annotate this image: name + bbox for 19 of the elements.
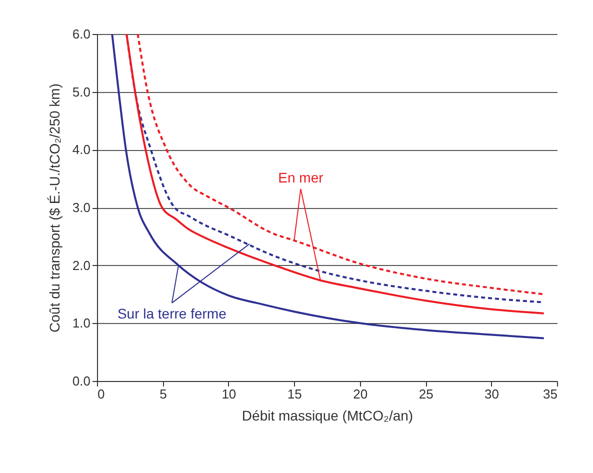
y-tick-label: 1.0	[72, 316, 90, 331]
x-tick-label: 5	[160, 386, 167, 402]
y-tick-label: 5.0	[72, 84, 90, 100]
y-tick-label: 2.0	[72, 258, 90, 273]
x-tick-label: 20	[353, 386, 368, 402]
x-tick-label: 35	[543, 386, 558, 402]
x-tick-label: 10	[222, 386, 236, 402]
x-axis-title: Débit massique (MtCO₂/an)	[242, 408, 414, 424]
y-tick-label: 6.0	[72, 26, 90, 42]
y-tick-label: 0.0	[72, 374, 90, 388]
y-tick-label: 3.0	[72, 200, 90, 215]
x-tick-label: 15	[287, 386, 302, 402]
annotation: En mer	[278, 170, 324, 186]
annotation: Sur la terre ferme	[117, 305, 227, 322]
y-axis-title: Coût du transport ($ É.-U./tCO₂/250 km)	[46, 84, 62, 332]
x-tick-label: 0	[98, 386, 105, 402]
x-tick-label: 25	[418, 386, 434, 402]
x-tick-label: 30	[484, 386, 500, 402]
y-tick-label: 4.0	[72, 142, 90, 158]
